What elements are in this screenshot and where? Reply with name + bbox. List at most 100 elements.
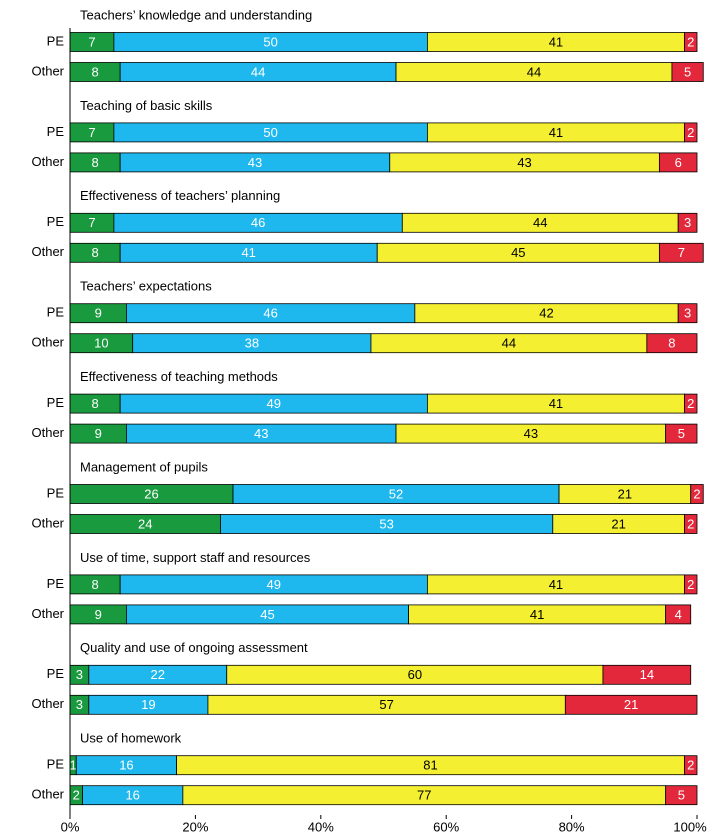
value-label: 4: [675, 607, 682, 622]
x-tick-label: 60%: [433, 819, 459, 834]
bar-segment: [665, 604, 692, 625]
value-label: 77: [417, 788, 431, 803]
value-label: 43: [517, 155, 531, 170]
row-label: PE: [47, 214, 65, 229]
value-label: 43: [248, 155, 262, 170]
group-title: Use of homework: [80, 731, 182, 746]
value-label: 7: [88, 215, 95, 230]
value-label: 7: [88, 125, 95, 140]
value-label: 7: [88, 34, 95, 49]
value-label: 52: [389, 486, 403, 501]
x-tick-label: 40%: [308, 819, 334, 834]
value-label: 10: [94, 336, 108, 351]
bar-segment: [684, 393, 698, 414]
value-label: 2: [73, 788, 80, 803]
x-tick-label: 80%: [559, 819, 585, 834]
group-title: Effectiveness of teachers’ planning: [80, 188, 280, 203]
value-label: 45: [260, 607, 274, 622]
row-label: PE: [47, 757, 65, 772]
group-title: Management of pupils: [80, 459, 208, 474]
value-label: 41: [530, 607, 544, 622]
row-label: Other: [31, 425, 64, 440]
value-label: 8: [668, 336, 675, 351]
group-title: Teachers’ expectations: [80, 279, 212, 294]
value-label: 44: [527, 64, 541, 79]
value-label: 2: [693, 486, 700, 501]
row-label: Other: [31, 606, 64, 621]
value-label: 45: [511, 245, 525, 260]
value-label: 3: [76, 667, 83, 682]
value-label: 5: [678, 426, 685, 441]
value-label: 1: [70, 758, 77, 773]
value-label: 8: [91, 64, 98, 79]
row-label: Other: [31, 63, 64, 78]
value-label: 14: [640, 667, 654, 682]
value-label: 24: [138, 516, 152, 531]
value-label: 42: [539, 306, 553, 321]
value-label: 41: [549, 396, 563, 411]
bar-segment: [684, 755, 698, 776]
value-label: 2: [687, 758, 694, 773]
value-label: 3: [684, 215, 691, 230]
value-label: 41: [549, 125, 563, 140]
value-label: 8: [91, 245, 98, 260]
bar-segment: [690, 484, 704, 504]
value-label: 9: [95, 426, 102, 441]
row-label: PE: [47, 576, 65, 591]
row-label: Other: [31, 515, 64, 530]
row-label: Other: [31, 696, 64, 711]
value-label: 19: [141, 697, 155, 712]
value-label: 57: [379, 697, 393, 712]
value-label: 21: [618, 486, 632, 501]
value-label: 81: [423, 758, 437, 773]
value-label: 2: [687, 516, 694, 531]
bar-segment: [602, 664, 692, 685]
value-label: 44: [251, 64, 265, 79]
group-title: Teachers’ knowledge and understanding: [80, 7, 312, 22]
row-label: PE: [47, 395, 65, 410]
row-label: Other: [31, 335, 64, 350]
value-label: 38: [245, 336, 259, 351]
bar-segment: [684, 122, 698, 143]
value-label: 8: [91, 396, 98, 411]
value-label: 2: [687, 34, 694, 49]
bar-segment: [684, 32, 698, 52]
value-label: 2: [687, 125, 694, 140]
value-label: 46: [251, 215, 265, 230]
value-label: 41: [549, 577, 563, 592]
row-label: Other: [31, 244, 64, 259]
row-label: Other: [31, 787, 64, 802]
value-label: 16: [125, 788, 139, 803]
bar-segment: [684, 574, 698, 595]
bar-segment: [684, 514, 698, 534]
bar-segment: [665, 785, 698, 806]
value-label: 43: [524, 426, 538, 441]
value-label: 8: [91, 577, 98, 592]
value-label: 44: [533, 215, 547, 230]
value-label: 2: [687, 577, 694, 592]
value-label: 6: [675, 155, 682, 170]
value-label: 49: [267, 396, 281, 411]
row-label: Other: [31, 154, 64, 169]
value-label: 21: [624, 697, 638, 712]
group-title: Teaching of basic skills: [80, 98, 213, 113]
group-title: Effectiveness of teaching methods: [80, 369, 278, 384]
value-label: 7: [678, 245, 685, 260]
bar-segment: [658, 152, 698, 173]
value-label: 3: [76, 697, 83, 712]
bar-segment: [658, 242, 704, 263]
bar-segment: [677, 212, 698, 233]
row-label: PE: [47, 305, 65, 320]
value-label: 50: [263, 125, 277, 140]
value-label: 43: [254, 426, 268, 441]
row-label: PE: [47, 124, 65, 139]
value-label: 49: [267, 577, 281, 592]
value-label: 46: [263, 306, 277, 321]
value-label: 5: [678, 788, 685, 803]
value-label: 50: [263, 34, 277, 49]
value-label: 2: [687, 396, 694, 411]
value-label: 8: [91, 155, 98, 170]
value-label: 60: [408, 667, 422, 682]
value-label: 22: [151, 667, 165, 682]
